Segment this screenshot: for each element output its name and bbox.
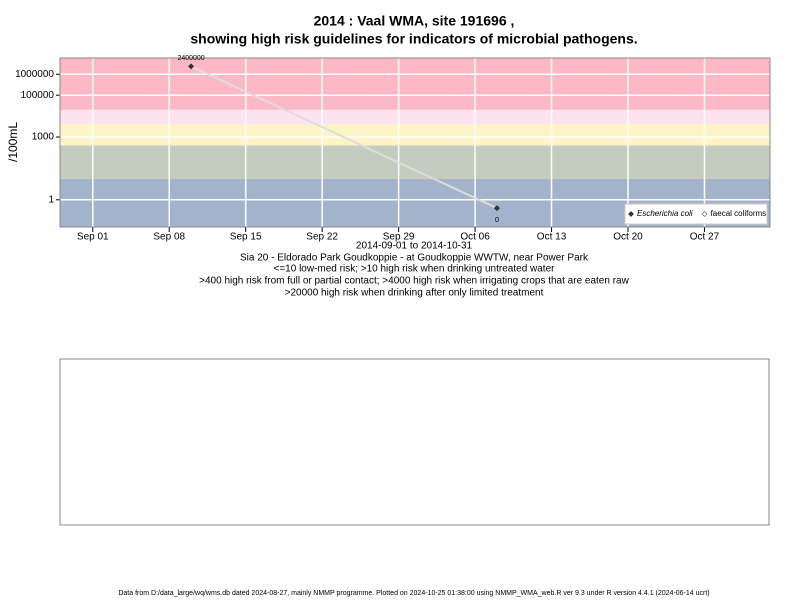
data-point	[188, 63, 195, 70]
x-tick-label: Sep 08	[153, 232, 185, 243]
note: >20000 high risk when drinking after onl…	[285, 288, 544, 299]
chart-title: 2014 : Vaal WMA, site 191696 ,	[314, 13, 515, 29]
legend-label: Escherichia coli	[637, 209, 693, 218]
series-line	[190, 65, 498, 210]
y-tick-label: 1	[48, 194, 54, 205]
x-tick-label: Sep 01	[77, 232, 109, 243]
legend-marker	[628, 211, 634, 217]
risk-band	[60, 58, 770, 110]
x-tick-label: Oct 20	[613, 232, 643, 243]
y-tick-label: 1000000	[15, 69, 54, 80]
legend-box	[624, 203, 768, 225]
x-tick-label: Oct 06	[460, 232, 490, 243]
legend-marker	[701, 211, 708, 217]
chart-subtitle: showing high risk guidelines for indicat…	[190, 31, 637, 47]
risk-band	[60, 109, 770, 125]
note: Sia 20 - Eldorado Park Goudkoppie - at G…	[240, 253, 589, 264]
data-label: 2400000	[177, 55, 204, 62]
y-tick-label: 100000	[21, 90, 55, 101]
data-point	[493, 205, 500, 212]
data-label: 0	[495, 217, 499, 224]
x-tick-label: Oct 13	[537, 232, 567, 243]
legend-label: faecal coliforms	[711, 209, 767, 218]
risk-band	[60, 145, 770, 179]
risk-band	[60, 124, 770, 146]
x-axis-label: 2014-09-01 to 2014-10-31	[356, 241, 473, 252]
plot-frame	[59, 57, 771, 228]
footer: Data from D:/data_large/wq/wms.db dated …	[118, 590, 709, 597]
empty-panel	[59, 358, 770, 526]
y-axis-label: /100mL	[6, 122, 20, 162]
x-tick-label: Sep 22	[306, 232, 338, 243]
note: >400 high risk from full or partial cont…	[199, 276, 629, 287]
note: <=10 low-med risk; >10 high risk when dr…	[274, 264, 556, 275]
y-tick-label: 1000	[32, 132, 55, 143]
x-tick-label: Sep 15	[230, 232, 262, 243]
x-tick-label: Oct 27	[690, 232, 720, 243]
x-tick-label: Sep 29	[383, 232, 415, 243]
